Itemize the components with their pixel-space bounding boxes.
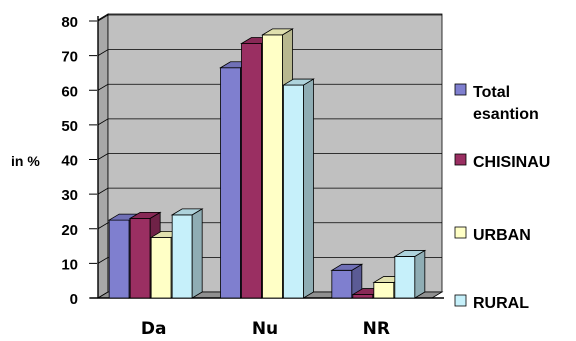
gridline bbox=[97, 83, 442, 91]
legend-swatch bbox=[454, 294, 467, 307]
bar-front bbox=[241, 43, 262, 299]
bar-front bbox=[108, 219, 130, 299]
bar-top bbox=[393, 250, 427, 257]
bar-top bbox=[170, 208, 204, 216]
gridline bbox=[97, 118, 442, 126]
bar-front bbox=[262, 34, 283, 299]
bar-side bbox=[303, 78, 314, 299]
x-category-label: Da bbox=[141, 319, 167, 339]
legend-swatch bbox=[454, 153, 467, 166]
bar-front bbox=[220, 67, 241, 299]
y-tick-label: 70 bbox=[61, 49, 78, 66]
bar-top bbox=[261, 28, 294, 36]
gridline bbox=[97, 14, 442, 22]
bar-front bbox=[352, 294, 374, 299]
bar-side bbox=[414, 249, 426, 299]
side-wall bbox=[97, 13, 109, 299]
legend-label: CHISINAU bbox=[473, 154, 550, 171]
y-tick-label: 40 bbox=[61, 153, 78, 170]
bar-front bbox=[331, 269, 353, 299]
legend-swatch bbox=[454, 226, 467, 239]
y-tick-label: 0 bbox=[70, 291, 78, 308]
gridlines bbox=[97, 14, 442, 299]
bar bbox=[330, 263, 364, 299]
y-tick-label: 50 bbox=[61, 118, 78, 135]
y-tick-label: 80 bbox=[61, 14, 78, 31]
y-tick-label: 10 bbox=[61, 256, 78, 273]
legend-label: URBAN bbox=[473, 227, 531, 244]
legend-label: esantion bbox=[473, 106, 539, 123]
y-tick-label: 60 bbox=[61, 83, 78, 100]
y-tick-label: 20 bbox=[61, 222, 78, 239]
bar bbox=[282, 78, 315, 299]
bars bbox=[107, 28, 427, 299]
gridline bbox=[97, 222, 442, 230]
legend-label: RURAL bbox=[473, 295, 529, 312]
bar-side bbox=[191, 208, 203, 299]
bar bbox=[393, 249, 427, 299]
legend-label: Total bbox=[473, 84, 510, 101]
bar-front bbox=[150, 237, 172, 299]
y-tick-labels: 0 10 20 30 40 50 60 70 80 bbox=[61, 14, 78, 308]
x-category-label: Nu bbox=[252, 319, 278, 339]
gridline bbox=[97, 187, 442, 195]
bar-front bbox=[129, 217, 151, 299]
y-axis-label: in % bbox=[11, 153, 40, 169]
bar-top bbox=[330, 263, 364, 271]
bar-front bbox=[171, 214, 193, 299]
bar bbox=[170, 208, 204, 299]
bar-front bbox=[283, 84, 304, 299]
gridline bbox=[97, 153, 442, 160]
gridline bbox=[97, 49, 442, 56]
bar-front bbox=[373, 282, 395, 299]
bar-front bbox=[394, 256, 416, 299]
legend: Total esantion CHISINAU URBAN RURAL bbox=[454, 83, 550, 312]
bar-top bbox=[282, 78, 315, 86]
bar-top bbox=[128, 211, 162, 219]
legend-swatch bbox=[454, 83, 467, 96]
gridline bbox=[97, 256, 442, 264]
y-tick-label: 30 bbox=[61, 187, 78, 204]
x-category-labels: Da Nu NR bbox=[141, 319, 390, 339]
x-category-label: NR bbox=[363, 319, 390, 339]
